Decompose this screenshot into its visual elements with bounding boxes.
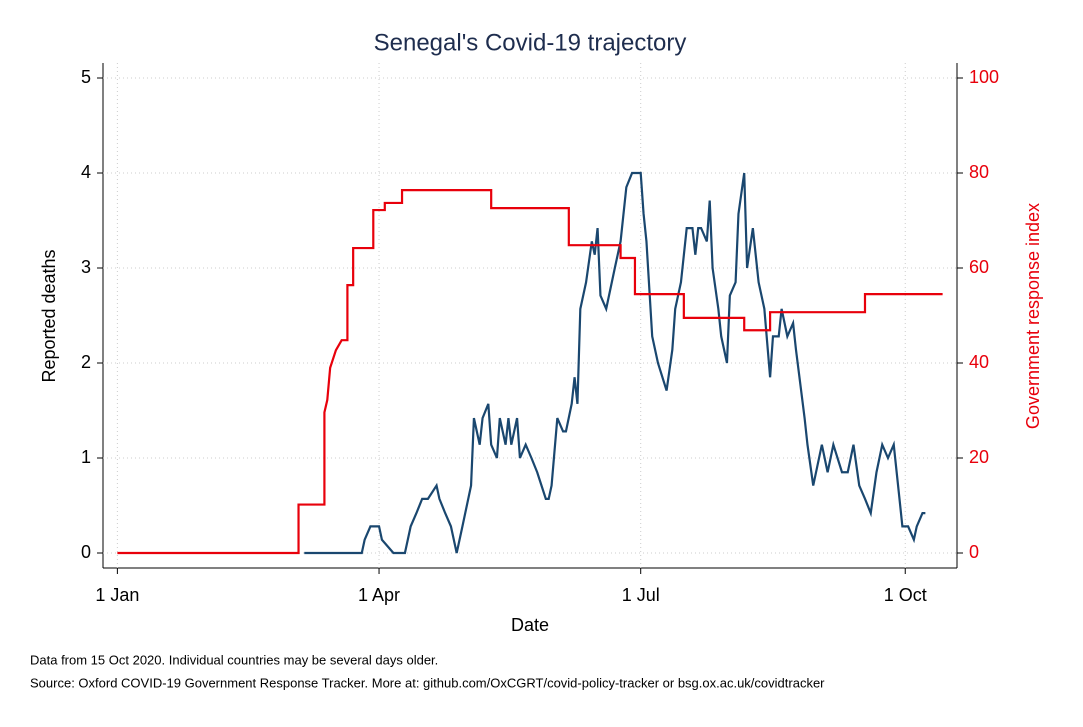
y2-tick-label: 0 — [969, 542, 979, 562]
x-tick-label: 1 Jan — [95, 585, 139, 605]
y-tick-label: 0 — [81, 542, 91, 562]
y2-tick-label: 40 — [969, 352, 989, 372]
series-line — [117, 189, 943, 555]
y2-axis-label: Government response index — [1023, 203, 1043, 429]
y2-tick-label: 60 — [969, 257, 989, 277]
y2-tick-label: 20 — [969, 447, 989, 467]
y2-tick-label: 100 — [969, 67, 999, 87]
y-tick-label: 1 — [81, 447, 91, 467]
y2-tick-label: 80 — [969, 162, 989, 182]
y-axis-label: Reported deaths — [39, 249, 59, 382]
footnote: Source: Oxford COVID-19 Government Respo… — [30, 675, 825, 690]
series-line — [304, 171, 926, 555]
x-tick-label: 1 Apr — [358, 585, 400, 605]
y-tick-label: 4 — [81, 162, 91, 182]
chart-title: Senegal's Covid-19 trajectory — [374, 29, 687, 56]
y-tick-label: 2 — [81, 352, 91, 372]
x-tick-label: 1 Oct — [884, 585, 927, 605]
y-tick-label: 3 — [81, 257, 91, 277]
footnote: Data from 15 Oct 2020. Individual countr… — [30, 652, 438, 667]
x-tick-label: 1 Jul — [622, 585, 660, 605]
x-axis-label: Date — [511, 615, 549, 635]
y-tick-label: 5 — [81, 67, 91, 87]
